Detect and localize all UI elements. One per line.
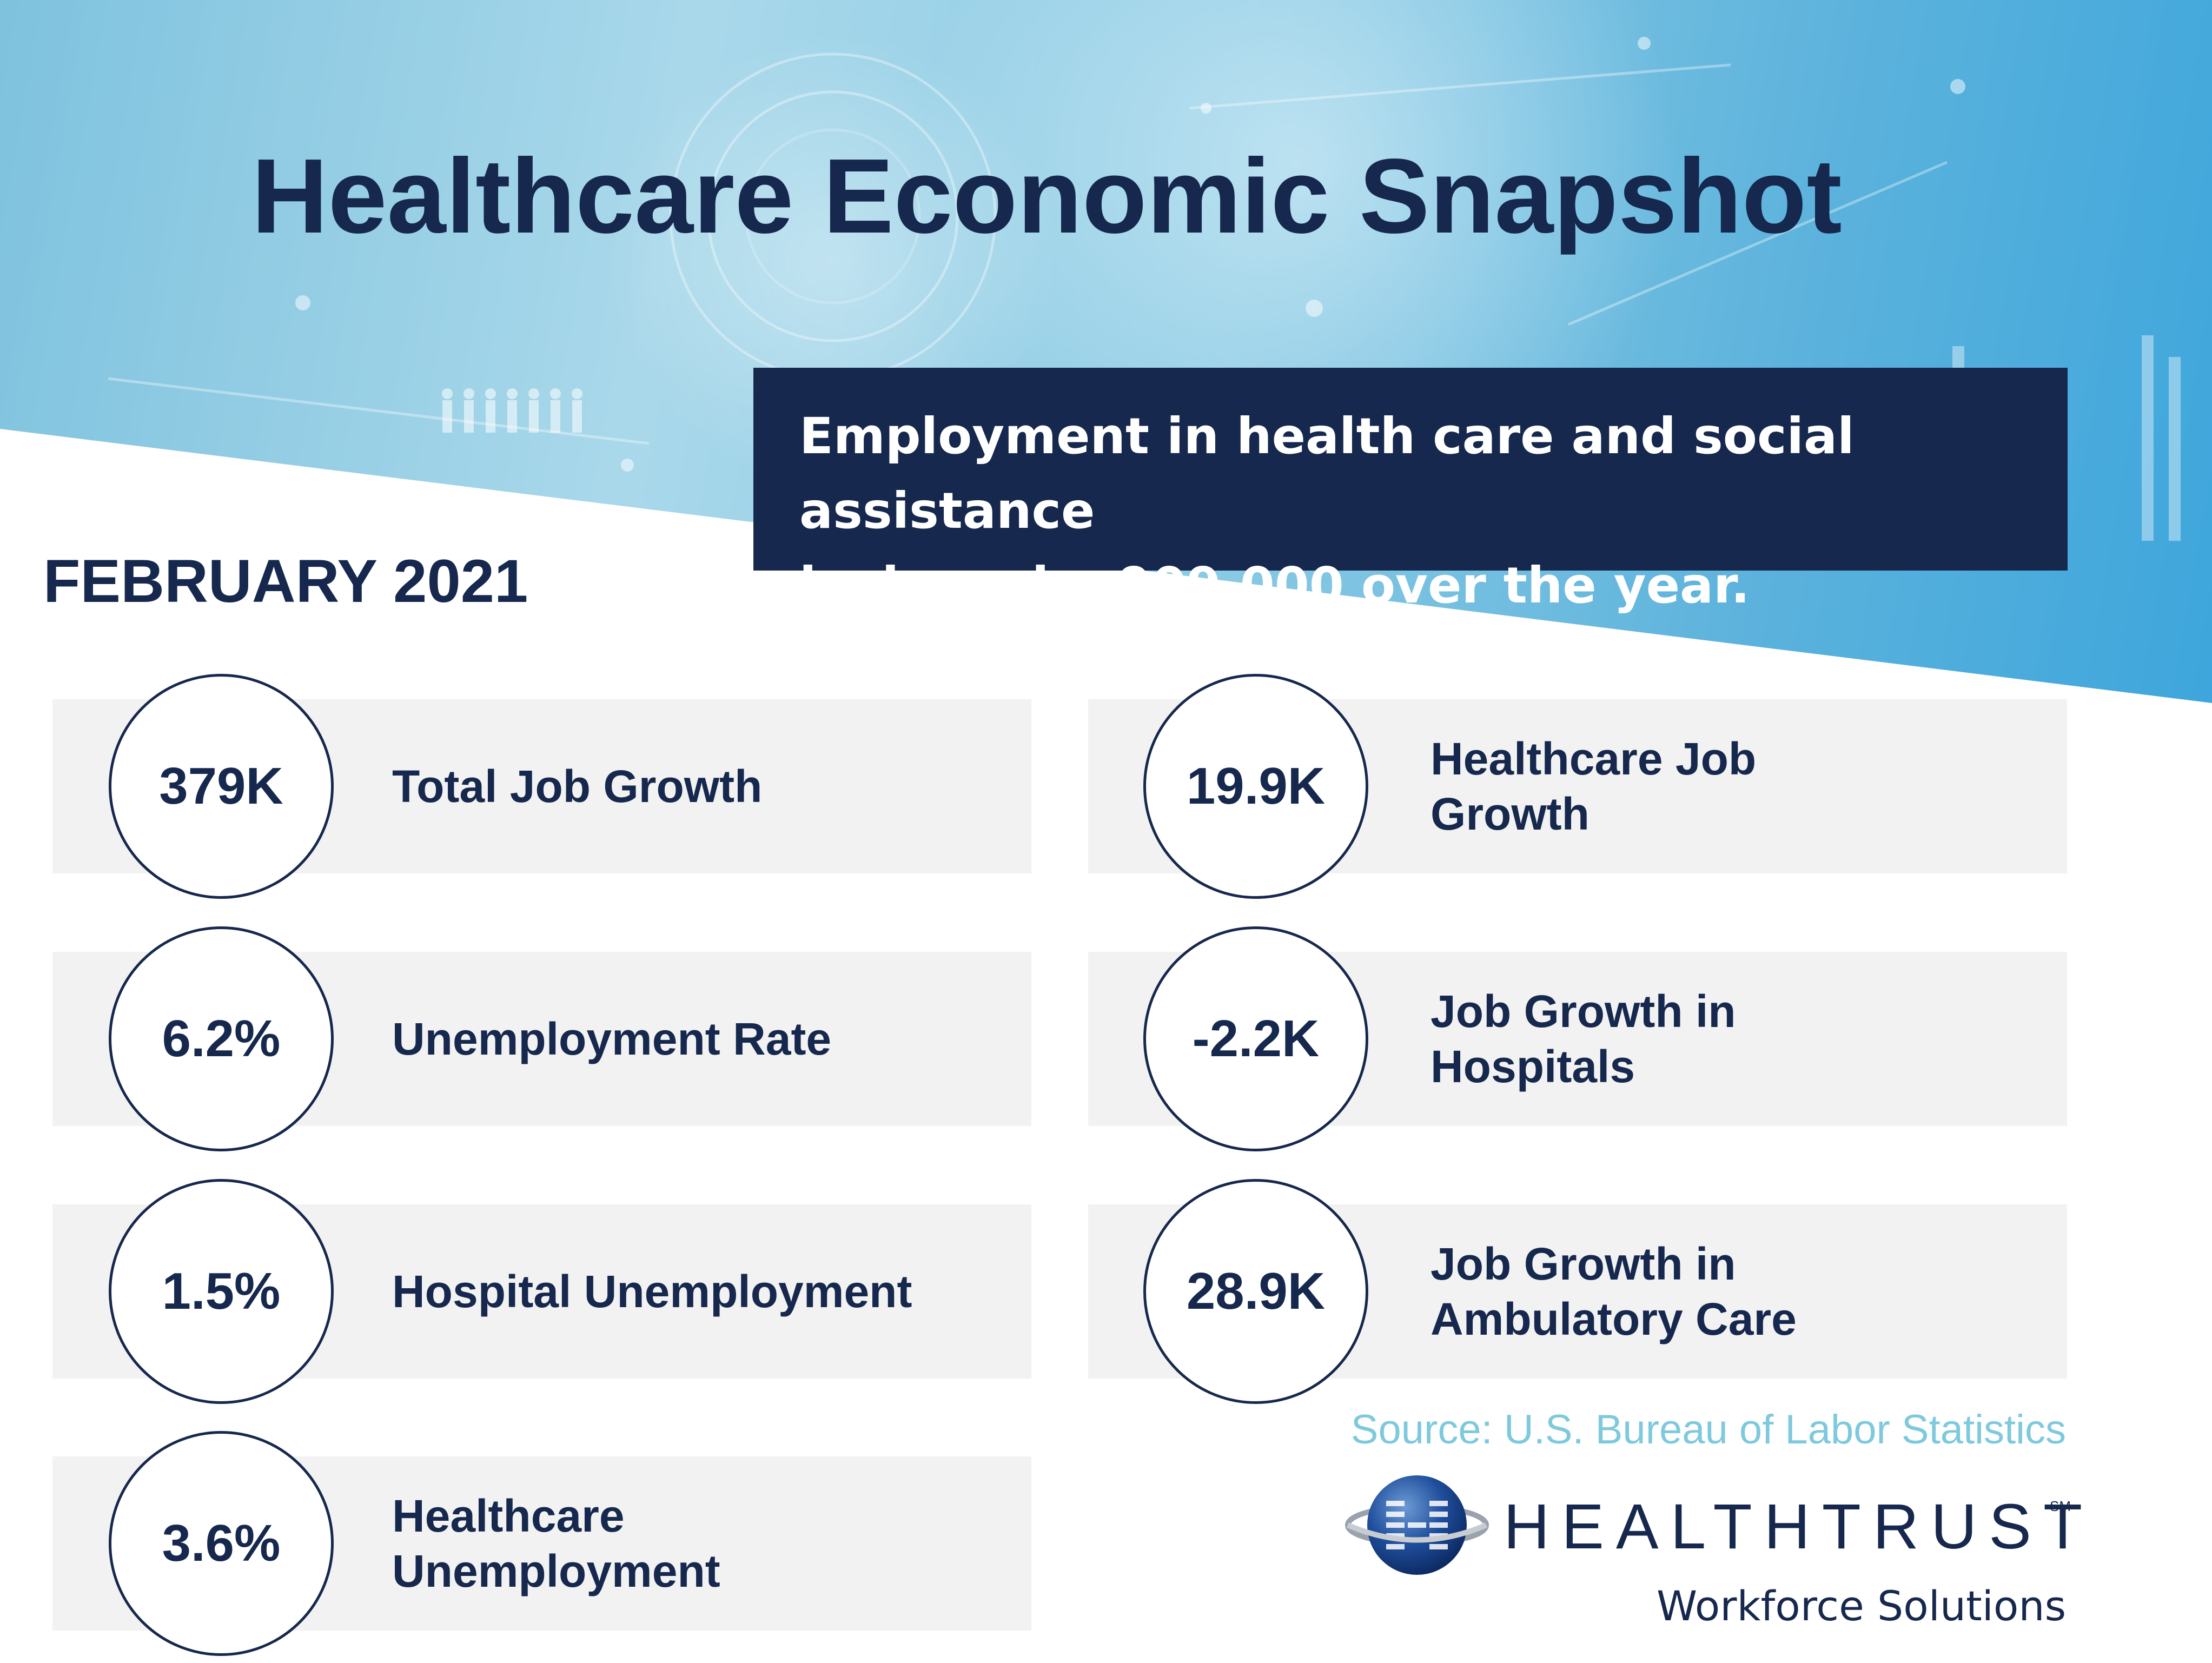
stat-label-line: Hospital Unemployment [392, 1266, 912, 1317]
callout-line-2: is down by 909,000 over the year. [799, 556, 1750, 614]
stat-label-line: Healthcare Job [1430, 733, 1757, 784]
source-citation: Source: U.S. Bureau of Labor Statistics [1350, 1407, 2066, 1453]
stat-value-circle: 28.9K [1143, 1179, 1368, 1404]
stat-value-circle: 6.2% [109, 926, 334, 1151]
stat-value-circle: 3.6% [109, 1431, 334, 1656]
stat-label-line: Total Job Growth [392, 761, 763, 812]
stat-label-line: Ambulatory Care [1430, 1294, 1797, 1344]
logo-subtitle: Workforce Solutions [1657, 1582, 2067, 1630]
stat-label-line: Hospitals [1430, 1041, 1635, 1092]
stat-value-circle: 19.9K [1143, 674, 1368, 899]
stat-label-line: Unemployment [392, 1546, 720, 1596]
stat-label-line: Growth [1430, 789, 1590, 839]
stat-label-line: Job Growth in [1430, 986, 1736, 1037]
stat-label-line: Unemployment Rate [392, 1013, 832, 1064]
callout-line-1: Employment in health care and social ass… [799, 407, 1855, 540]
stat-value-circle: 379K [109, 674, 334, 899]
stat-label: Unemployment Rate [392, 952, 831, 1126]
stat-label: Healthcare Unemployment [392, 1456, 720, 1631]
stat-label: Total Job Growth [392, 699, 762, 873]
stat-value-circle: -2.2K [1143, 926, 1368, 1151]
stat-label: Healthcare Job Growth [1430, 699, 1756, 873]
stat-label: Hospital Unemployment [392, 1204, 912, 1379]
stat-label: Job Growth in Hospitals [1430, 952, 1736, 1126]
healthtrust-globe-logo [1345, 1475, 1489, 1575]
employment-callout: Employment in health care and social ass… [753, 368, 2068, 614]
stat-label-line: Job Growth in [1430, 1238, 1736, 1289]
stat-label-line: Healthcare [392, 1490, 625, 1541]
logo-service-mark: SM [2050, 1498, 2071, 1514]
stat-value-circle: 1.5% [109, 1179, 334, 1404]
stat-label: Job Growth in Ambulatory Care [1430, 1204, 1797, 1379]
report-date: FEBRUARY 2021 [43, 547, 528, 615]
page-title: Healthcare Economic Snapshot [251, 137, 1842, 255]
logo-wordmark: HEALTHTRUST [1504, 1491, 2095, 1562]
